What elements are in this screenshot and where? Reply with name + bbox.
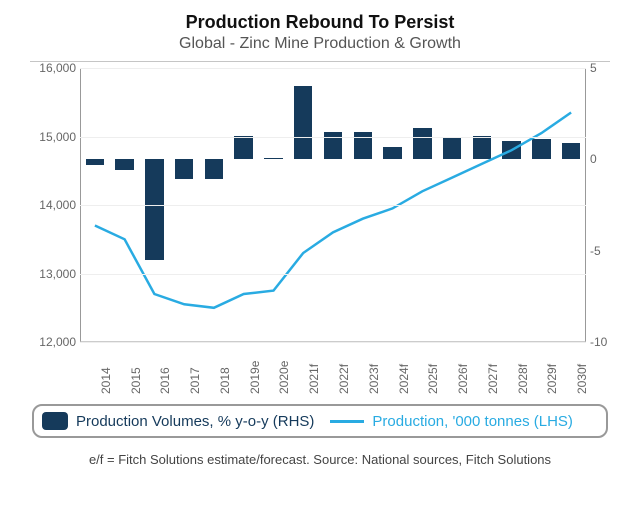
bar (532, 139, 550, 159)
x-tick-label: 2027f (486, 364, 492, 394)
legend-item-line: Production, '000 tonnes (LHS) (330, 413, 572, 430)
bar (443, 137, 461, 159)
gridline (80, 342, 586, 343)
legend-label-line: Production, '000 tonnes (LHS) (372, 413, 572, 430)
x-tick-label: 2018 (218, 367, 224, 394)
chart-title: Production Rebound To Persist (0, 12, 640, 33)
bar (502, 141, 520, 159)
x-tick-label: 2030f (575, 364, 581, 394)
y-right-tick: -5 (590, 244, 612, 258)
gridline (80, 68, 586, 69)
y-right-tick: 5 (590, 61, 612, 75)
bar (264, 158, 282, 160)
bar (473, 136, 491, 160)
bar (175, 159, 193, 179)
x-tick-label: 2023f (367, 364, 373, 394)
x-tick-label: 2014 (99, 367, 105, 394)
chart-titles: Production Rebound To Persist Global - Z… (0, 0, 640, 53)
x-tick-label: 2022f (337, 364, 343, 394)
legend-swatch-line (330, 420, 364, 423)
bar (86, 159, 104, 164)
bar (234, 136, 252, 160)
x-tick-label: 2029f (545, 364, 551, 394)
y-left-tick: 13,000 (34, 267, 76, 281)
bar (562, 143, 580, 159)
bar (413, 128, 431, 159)
x-axis-labels: 2014 2015 2016 2017 2018 2019e 2020e 2021f 2022f… (80, 344, 586, 402)
x-tick-label: 2015 (129, 367, 135, 394)
chart-subtitle: Global - Zinc Mine Production & Growth (0, 35, 640, 53)
footnote: e/f = Fitch Solutions estimate/forecast.… (0, 452, 640, 467)
gridline (80, 205, 586, 206)
y-left-tick: 14,000 (34, 198, 76, 212)
bar (383, 147, 401, 160)
x-tick-label: 2021f (307, 364, 313, 394)
chart-area: 2014 2015 2016 2017 2018 2019e 2020e 2021f 2022f… (30, 61, 610, 402)
bar (205, 159, 223, 179)
gridline (80, 137, 586, 138)
x-tick-label: 2017 (188, 367, 194, 394)
y-left-tick: 16,000 (34, 61, 76, 75)
x-tick-label: 2024f (397, 364, 403, 394)
x-tick-label: 2026f (456, 364, 462, 394)
y-right-tick: 0 (590, 152, 612, 166)
gridline (80, 274, 586, 275)
legend-swatch-bar (42, 412, 68, 430)
legend: Production Volumes, % y-o-y (RHS) Produc… (32, 404, 608, 438)
y-left-tick: 12,000 (34, 335, 76, 349)
legend-label-bar: Production Volumes, % y-o-y (RHS) (76, 413, 314, 430)
x-tick-label: 2016 (158, 367, 164, 394)
x-tick-label: 2020e (277, 361, 283, 394)
x-tick-label: 2028f (516, 364, 522, 394)
y-left-tick: 15,000 (34, 130, 76, 144)
y-right-tick: -10 (590, 335, 612, 349)
bar (115, 159, 133, 170)
bar (294, 86, 312, 159)
bar (145, 159, 163, 259)
x-tick-label: 2019e (248, 361, 254, 394)
legend-item-bars: Production Volumes, % y-o-y (RHS) (42, 412, 314, 430)
x-tick-label: 2025f (426, 364, 432, 394)
